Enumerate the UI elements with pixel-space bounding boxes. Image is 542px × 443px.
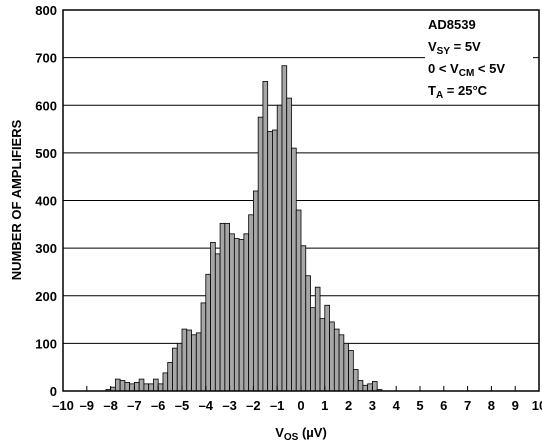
x-tick-label: 6 bbox=[440, 398, 447, 413]
annotation-part: AD8539 bbox=[428, 17, 476, 32]
x-axis-title: VOS (µV) bbox=[275, 425, 327, 443]
x-tick-label: –9 bbox=[80, 398, 94, 413]
x-tick-label: –4 bbox=[199, 398, 214, 413]
histogram-bar bbox=[243, 233, 250, 392]
histogram-bar bbox=[262, 81, 269, 392]
histogram-bar bbox=[310, 307, 316, 392]
histogram-bar bbox=[333, 328, 340, 392]
histogram-bar bbox=[143, 383, 150, 392]
annotation-ambient-temperature: TA = 25°C bbox=[428, 83, 488, 101]
histogram-bar bbox=[343, 342, 349, 392]
x-tick-label: –2 bbox=[246, 398, 260, 413]
histogram-bar bbox=[352, 369, 359, 392]
histogram-bar bbox=[214, 253, 221, 392]
annotation-common-mode-range: 0 < VCM < 5V bbox=[428, 61, 505, 79]
histogram-bar bbox=[138, 378, 145, 392]
histogram-bar bbox=[367, 383, 373, 392]
histogram-bar bbox=[324, 304, 330, 392]
x-tick-label: –1 bbox=[270, 398, 284, 413]
histogram-bar bbox=[267, 131, 273, 392]
x-tick-label: 10 bbox=[532, 398, 542, 413]
histogram-bar bbox=[157, 383, 164, 392]
histogram-bar bbox=[357, 380, 364, 392]
histogram-bar bbox=[186, 329, 192, 392]
histogram-bar bbox=[205, 273, 211, 392]
histogram-bar bbox=[338, 334, 345, 392]
x-tick-label: 1 bbox=[321, 398, 328, 413]
x-tick-label: 2 bbox=[345, 398, 352, 413]
histogram-bar bbox=[238, 239, 245, 392]
histogram-bar bbox=[371, 381, 378, 392]
annotation-supply-voltage: VSY = 5V bbox=[428, 39, 481, 57]
histogram-bar bbox=[195, 332, 202, 392]
histogram-bar bbox=[133, 382, 140, 392]
x-tick-label: 0 bbox=[297, 398, 304, 413]
histogram-bar bbox=[219, 222, 226, 392]
histogram-bar bbox=[172, 347, 178, 392]
histogram-bar bbox=[272, 129, 278, 392]
y-tick-label: 600 bbox=[35, 98, 57, 113]
histogram-bar bbox=[291, 147, 297, 392]
histogram-bar bbox=[129, 383, 135, 392]
histogram-bar bbox=[281, 65, 288, 392]
histogram-bar bbox=[119, 380, 126, 392]
x-tick-label: 4 bbox=[393, 398, 401, 413]
histogram-bar bbox=[114, 378, 121, 392]
x-tick-label: 7 bbox=[464, 398, 471, 413]
histogram-bar bbox=[167, 362, 173, 392]
histogram-bar bbox=[224, 222, 230, 392]
histogram-bars bbox=[105, 65, 383, 392]
histogram-bar bbox=[314, 286, 321, 392]
x-tick-label: –10 bbox=[52, 398, 74, 413]
histogram-bar bbox=[248, 214, 254, 392]
histogram-bar bbox=[210, 242, 216, 392]
histogram-bar bbox=[300, 245, 307, 392]
histogram-bar bbox=[305, 275, 311, 392]
histogram-bar bbox=[252, 190, 259, 392]
histogram-bar bbox=[286, 97, 292, 392]
x-tick-label: –3 bbox=[222, 398, 236, 413]
histogram-bar bbox=[329, 321, 335, 392]
y-tick-label: 200 bbox=[35, 289, 57, 304]
histogram-bar bbox=[257, 116, 264, 392]
y-tick-label: 700 bbox=[35, 51, 57, 66]
y-tick-label: 400 bbox=[35, 194, 57, 209]
histogram-bar bbox=[362, 384, 369, 392]
x-tick-label: 5 bbox=[416, 398, 423, 413]
histogram-bar bbox=[229, 233, 235, 392]
x-tick-label: –7 bbox=[127, 398, 141, 413]
x-tick-label: 9 bbox=[512, 398, 519, 413]
histogram-bar bbox=[319, 318, 326, 392]
x-tick-label: 8 bbox=[488, 398, 495, 413]
histogram-bar bbox=[233, 238, 240, 392]
histogram-bar bbox=[191, 334, 197, 392]
y-tick-label: 0 bbox=[50, 384, 57, 399]
x-tick-label: –8 bbox=[103, 398, 117, 413]
y-axis-title: NUMBER OF AMPLIFIERS bbox=[9, 119, 24, 280]
histogram-bar bbox=[162, 372, 169, 392]
histogram-bar bbox=[176, 342, 183, 392]
histogram-bar bbox=[148, 383, 154, 392]
annotation-background bbox=[425, 14, 533, 100]
histogram-bar bbox=[124, 382, 131, 392]
y-tick-label: 100 bbox=[35, 336, 57, 351]
histogram-bar bbox=[153, 378, 159, 392]
histogram-bar bbox=[276, 104, 283, 392]
x-tick-label: 3 bbox=[369, 398, 376, 413]
y-tick-label: 500 bbox=[35, 146, 57, 161]
histogram-bar bbox=[181, 328, 188, 392]
histogram-bar bbox=[200, 302, 207, 392]
y-tick-label: 300 bbox=[35, 241, 57, 256]
x-tick-label: –5 bbox=[175, 398, 189, 413]
histogram-bar bbox=[348, 350, 354, 392]
x-tick-label: –6 bbox=[151, 398, 165, 413]
y-tick-label: 800 bbox=[35, 3, 57, 18]
histogram-bar bbox=[295, 209, 302, 392]
